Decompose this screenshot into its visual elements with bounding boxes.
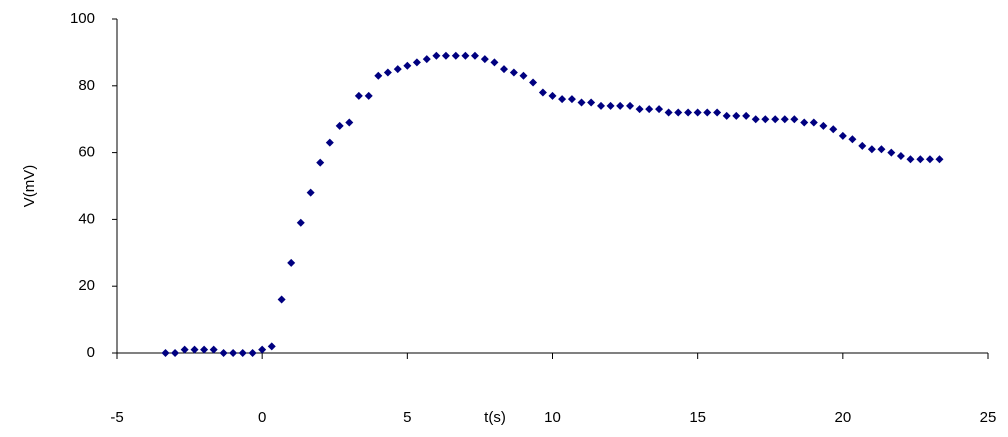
x-tick-label: 20 (834, 409, 851, 426)
data-point (423, 55, 431, 63)
x-tick-label: 5 (403, 409, 411, 426)
data-point (413, 58, 421, 66)
data-point (490, 58, 498, 66)
chart: V(mV) t(s) 0 20 40 60 80 100 -5 0 5 10 15 20 25 (0, 0, 1008, 437)
data-point (394, 65, 402, 73)
data-point (539, 88, 547, 96)
data-point (858, 142, 866, 150)
data-point (732, 112, 740, 120)
data-point (384, 68, 392, 76)
y-tick-label: 60 (78, 144, 95, 161)
x-tick-label: -5 (110, 409, 123, 426)
data-point (587, 99, 595, 107)
data-point (432, 52, 440, 60)
data-point (761, 115, 769, 123)
data-point (810, 119, 818, 127)
data-point (171, 349, 179, 357)
page: V(mV) t(s) 020406080100-50510152025 (() … (0, 0, 1008, 437)
data-point (529, 78, 537, 86)
data-point (500, 65, 508, 73)
data-point (839, 132, 847, 140)
data-point (703, 109, 711, 117)
data-point (568, 95, 576, 103)
y-tick-label: 40 (78, 210, 95, 227)
y-tick-label: 80 (78, 77, 95, 94)
data-point (191, 346, 199, 354)
data-point (355, 92, 363, 100)
data-point (771, 115, 779, 123)
data-point (877, 145, 885, 153)
y-tick-label: 0 (87, 344, 95, 361)
data-point (713, 109, 721, 117)
data-point (868, 145, 876, 153)
data-point (365, 92, 373, 100)
data-point (723, 112, 731, 120)
data-point (819, 122, 827, 130)
data-point (829, 125, 837, 133)
data-point (181, 346, 189, 354)
data-point (897, 152, 905, 160)
x-tick-label: 10 (544, 409, 561, 426)
x-tick-label: 25 (980, 409, 997, 426)
data-point (742, 112, 750, 120)
data-point (665, 109, 673, 117)
data-point (616, 102, 624, 110)
data-point (549, 92, 557, 100)
data-point (287, 259, 295, 267)
x-tick-label: 0 (258, 409, 266, 426)
data-point (220, 349, 228, 357)
data-point (200, 346, 208, 354)
x-axis-label: t(s) (484, 409, 506, 426)
data-point (258, 346, 266, 354)
data-point (278, 296, 286, 304)
y-tick-label: 100 (70, 10, 95, 27)
data-point (607, 102, 615, 110)
data-point (655, 105, 663, 113)
data-point (345, 119, 353, 127)
data-point (597, 102, 605, 110)
data-point (694, 109, 702, 117)
data-point (249, 349, 257, 357)
data-point (645, 105, 653, 113)
data-point (800, 119, 808, 127)
data-point (326, 139, 334, 147)
data-point (558, 95, 566, 103)
data-point (752, 115, 760, 123)
data-point (578, 99, 586, 107)
x-tick-label: 15 (689, 409, 706, 426)
data-point (674, 109, 682, 117)
y-axis-label: V(mV) (21, 165, 38, 208)
data-point (229, 349, 237, 357)
data-point (161, 349, 169, 357)
data-point (471, 52, 479, 60)
data-point (684, 109, 692, 117)
data-point (210, 346, 218, 354)
data-point (790, 115, 798, 123)
data-point (636, 105, 644, 113)
data-point (452, 52, 460, 60)
data-point (307, 189, 315, 197)
data-point (887, 149, 895, 157)
data-point (442, 52, 450, 60)
data-point (239, 349, 247, 357)
data-point (936, 155, 944, 163)
data-point (374, 72, 382, 80)
data-point (519, 72, 527, 80)
data-point (510, 68, 518, 76)
data-point (906, 155, 914, 163)
data-point (461, 52, 469, 60)
data-point (781, 115, 789, 123)
data-point (626, 102, 634, 110)
y-tick-label: 20 (78, 277, 95, 294)
data-point (926, 155, 934, 163)
data-point (297, 219, 305, 227)
data-point (481, 55, 489, 63)
data-point (316, 159, 324, 167)
data-point (336, 122, 344, 130)
data-point (268, 342, 276, 350)
data-point (403, 62, 411, 70)
data-point (916, 155, 924, 163)
data-point (848, 135, 856, 143)
